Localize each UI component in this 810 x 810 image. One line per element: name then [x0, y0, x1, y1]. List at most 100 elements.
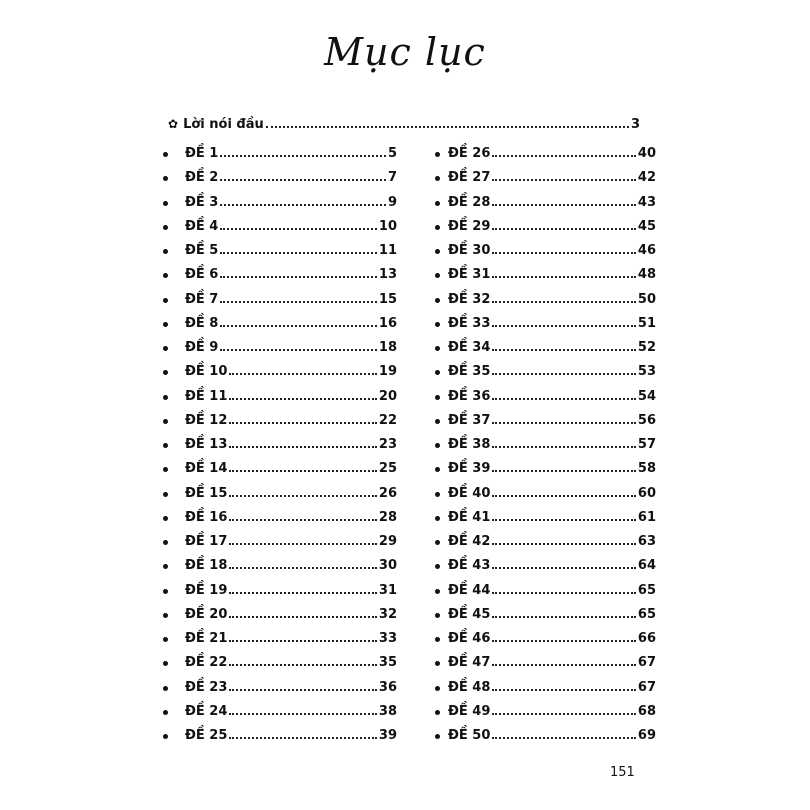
toc-entry[interactable]: ĐỀ 43 64: [432, 557, 656, 575]
toc-entry[interactable]: ĐỀ 11 20: [160, 388, 397, 406]
toc-entry[interactable]: ĐỀ 10 19: [160, 363, 397, 381]
toc-entry-label: ĐỀ 23: [185, 679, 228, 695]
toc-entry[interactable]: ĐỀ 23 36: [160, 679, 397, 697]
bullet-icon: [435, 467, 440, 473]
toc-entry-label: ĐỀ 13: [185, 437, 228, 452]
dot-leader: [229, 421, 377, 424]
toc-entry[interactable]: ĐỀ 20 32: [160, 606, 397, 624]
toc-entry[interactable]: ĐỀ 26 40: [432, 145, 656, 163]
toc-entry[interactable]: ĐỀ 31 48: [432, 266, 656, 284]
toc-entry[interactable]: ĐỀ 6 13: [160, 266, 397, 284]
toc-entry[interactable]: ĐỀ 50 69: [432, 727, 656, 745]
dot-leader: [492, 712, 636, 715]
toc-entry[interactable]: ĐỀ 47 67: [432, 654, 656, 672]
bullet-icon: [435, 321, 440, 327]
toc-entry[interactable]: ĐỀ 35 53: [432, 363, 656, 381]
toc-entry[interactable]: ĐỀ 40 60: [432, 485, 656, 503]
toc-entry[interactable]: ĐỀ 46 66: [432, 630, 656, 648]
bullet-icon: [163, 418, 168, 424]
toc-entry-label: ĐỀ 11: [185, 388, 228, 404]
toc-entry-label: ĐỀ 20: [185, 606, 228, 622]
toc-entry[interactable]: ĐỀ 24 38: [160, 703, 397, 721]
toc-entry[interactable]: ĐỀ 9 18: [160, 339, 397, 357]
dot-leader: [492, 203, 636, 206]
bullet-icon: [163, 515, 168, 521]
toc-entry[interactable]: ĐỀ 39 58: [432, 460, 656, 478]
toc-entry[interactable]: ĐỀ 41 61: [432, 509, 656, 527]
bullet-icon: [435, 734, 440, 739]
dot-leader: [492, 664, 636, 667]
toc-entry-page: 11: [378, 243, 397, 258]
toc-entry[interactable]: ĐỀ 44 65: [432, 582, 656, 600]
bullet-icon: [163, 734, 168, 739]
toc-entry[interactable]: ĐỀ 5 11: [160, 242, 397, 260]
toc-entry-label: ĐỀ 4: [185, 218, 219, 234]
toc-entry-label: ĐỀ 43: [448, 558, 491, 574]
toc-entry[interactable]: ĐỀ 36 54: [432, 388, 656, 406]
toc-entry-page: 61: [637, 509, 656, 525]
toc-entry-label: ĐỀ 50: [448, 728, 491, 743]
bullet-icon: [435, 224, 440, 230]
toc-entry[interactable]: ĐỀ 13 23: [160, 436, 397, 454]
toc-entry[interactable]: ĐỀ 37 56: [432, 412, 656, 430]
toc-entry-page: 35: [378, 655, 397, 671]
toc-entry[interactable]: ĐỀ 3 9: [160, 194, 397, 212]
toc-entry-label: ĐỀ 49: [448, 703, 491, 719]
dot-leader: [220, 227, 377, 230]
toc-entry[interactable]: ĐỀ 33 51: [432, 315, 656, 333]
toc-entry[interactable]: ĐỀ 16 28: [160, 509, 397, 527]
toc-entry[interactable]: ĐỀ 21 33: [160, 630, 397, 648]
dot-leader: [220, 300, 377, 303]
dot-leader: [492, 397, 636, 400]
toc-entry-label: ĐỀ 46: [448, 631, 491, 646]
toc-entry[interactable]: ĐỀ 34 52: [432, 339, 656, 357]
dot-leader: [229, 712, 377, 715]
toc-entry[interactable]: ĐỀ 42 63: [432, 533, 656, 551]
dot-leader: [229, 373, 377, 376]
toc-entry[interactable]: ĐỀ 29 45: [432, 218, 656, 236]
dot-leader: [229, 737, 377, 739]
toc-entry[interactable]: ĐỀ 2 7: [160, 169, 397, 187]
toc-entry[interactable]: ĐỀ 25 39: [160, 727, 397, 745]
toc-entry[interactable]: ĐỀ 14 25: [160, 460, 397, 478]
bullet-icon: [163, 297, 168, 303]
bullet-icon: [435, 370, 440, 376]
toc-entry[interactable]: ĐỀ 18 30: [160, 557, 397, 575]
toc-entry[interactable]: ĐỀ 7 15: [160, 291, 397, 309]
dot-leader: [492, 179, 636, 182]
toc-entry[interactable]: ĐỀ 12 22: [160, 412, 397, 430]
toc-entry-page: 18: [378, 340, 397, 355]
toc-entry-preface[interactable]: ✿ Lời nói đầu 3: [168, 115, 640, 133]
toc-entry-page: 67: [637, 679, 656, 695]
toc-entry[interactable]: ĐỀ 8 16: [160, 315, 397, 333]
toc-entry-page: 15: [378, 291, 397, 307]
toc-entry-label: ĐỀ 14: [185, 461, 228, 477]
toc-entry[interactable]: ĐỀ 27 42: [432, 169, 656, 187]
toc-entry-label: ĐỀ 12: [185, 412, 228, 428]
toc-entry-page: 19: [378, 364, 397, 380]
toc-entry[interactable]: ĐỀ 38 57: [432, 436, 656, 454]
toc-entry[interactable]: ĐỀ 48 67: [432, 679, 656, 697]
toc-entry[interactable]: ĐỀ 49 68: [432, 703, 656, 721]
toc-entry[interactable]: ĐỀ 30 46: [432, 242, 656, 260]
toc-entry[interactable]: ĐỀ 28 43: [432, 194, 656, 212]
toc-entry[interactable]: ĐỀ 15 26: [160, 485, 397, 503]
toc-entry-label: ĐỀ 6: [185, 267, 219, 283]
toc-entry-page: 20: [378, 388, 397, 404]
toc-entry-label: ĐỀ 7: [185, 291, 219, 307]
toc-entry[interactable]: ĐỀ 19 31: [160, 582, 397, 600]
toc-entry[interactable]: ĐỀ 32 50: [432, 291, 656, 309]
toc-entry[interactable]: ĐỀ 17 29: [160, 533, 397, 551]
toc-entry[interactable]: ĐỀ 22 35: [160, 654, 397, 672]
bullet-icon: [163, 564, 168, 570]
dot-leader: [220, 155, 386, 157]
toc-entry-page: 25: [378, 461, 397, 477]
toc-entry-label: ĐỀ 22: [185, 655, 228, 671]
dot-leader: [229, 664, 377, 667]
dot-leader: [229, 567, 377, 570]
page-title: Mục lục: [324, 30, 486, 74]
toc-entry-page: 51: [637, 315, 656, 331]
toc-entry[interactable]: ĐỀ 1 5: [160, 145, 397, 163]
toc-entry[interactable]: ĐỀ 45 65: [432, 606, 656, 624]
toc-entry[interactable]: ĐỀ 4 10: [160, 218, 397, 236]
